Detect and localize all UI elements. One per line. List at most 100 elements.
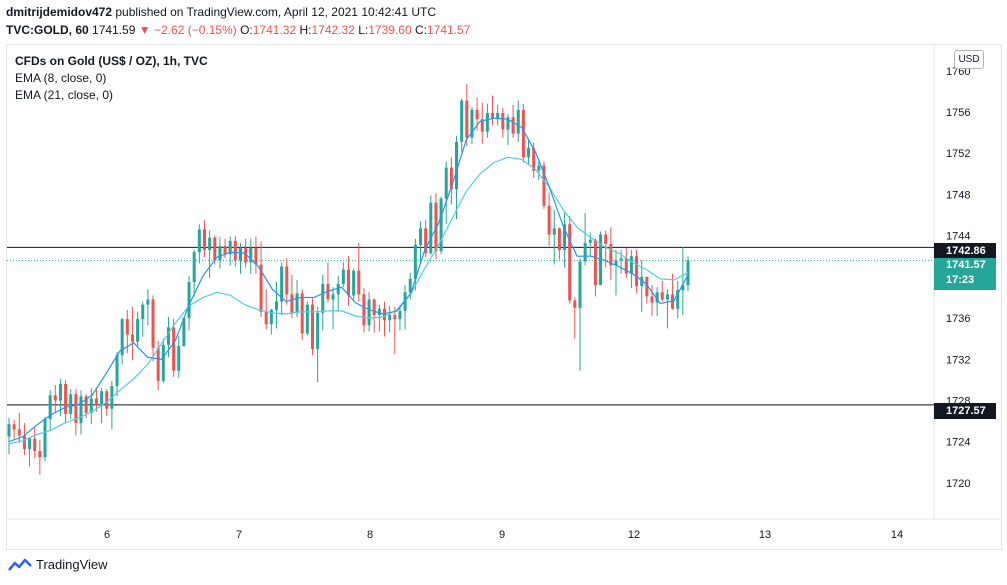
chart-frame <box>6 44 1002 550</box>
candle-body <box>310 304 314 349</box>
candle-body <box>532 148 536 171</box>
candle-body <box>336 284 340 295</box>
candle-body <box>650 296 654 303</box>
candle-body <box>557 228 561 251</box>
candle-body <box>475 109 479 120</box>
published-text: published on TradingView.com, April 12, … <box>115 5 437 19</box>
candle-body <box>269 309 273 325</box>
candle-body <box>244 247 248 263</box>
candle-body <box>429 202 433 254</box>
candle-body <box>341 269 345 285</box>
candle-body <box>58 384 62 401</box>
candle-body <box>552 228 556 235</box>
candle-body <box>640 276 644 287</box>
author-name[interactable]: dmitrijdemidov472 <box>6 5 113 19</box>
price-change: −2.62 (−0.15%) <box>154 23 237 37</box>
candle-body <box>604 234 608 244</box>
candle-body <box>64 384 68 414</box>
footer-brand[interactable]: TradingView <box>8 557 108 572</box>
candle-body <box>362 294 366 326</box>
candle-body <box>259 264 263 312</box>
candle-body <box>501 113 505 130</box>
legend-title[interactable]: CFDs on Gold (US$ / OZ), 1h, TVC <box>15 54 208 68</box>
candle-body <box>645 276 649 297</box>
candle-body <box>228 240 232 255</box>
candle-body <box>439 198 443 252</box>
candle-body <box>635 256 639 287</box>
open-value: 1741.32 <box>252 23 297 37</box>
candle-body <box>357 270 361 295</box>
time-axis: 6 7 8 9 12 13 14 <box>104 529 903 541</box>
legend-ema21[interactable]: EMA (21, close, 0) <box>15 88 114 102</box>
candle-body <box>419 228 423 245</box>
candle-body <box>316 312 320 349</box>
brand-name: TradingView <box>36 557 108 572</box>
candles <box>7 84 690 475</box>
candle-body <box>7 424 11 437</box>
candle-body <box>146 299 150 305</box>
candle-body <box>79 396 83 424</box>
open-label: O: <box>240 23 253 37</box>
candle-body <box>197 229 201 253</box>
ema-lines <box>8 117 689 445</box>
candle-body <box>588 239 592 243</box>
symbol-interval: TVC:GOLD, 60 <box>6 23 89 37</box>
candle-body <box>295 293 299 313</box>
candle-body <box>568 224 572 301</box>
candle-body <box>506 117 510 130</box>
candle-body <box>599 234 603 286</box>
candle-body <box>84 396 88 413</box>
candle-body <box>136 319 140 342</box>
last-price-tag: 1741.57 17:23 <box>934 258 996 290</box>
candle-body <box>12 424 16 430</box>
x-tick-label: 7 <box>236 529 242 541</box>
candle-body <box>187 282 191 319</box>
hline-lower-tag: 1727.57 <box>934 403 996 419</box>
candle-body <box>655 292 659 303</box>
candle-body <box>516 109 520 134</box>
candle-body <box>285 266 289 295</box>
ema8-line <box>8 117 689 443</box>
candle-body <box>542 165 546 206</box>
candle-body <box>470 109 474 138</box>
candle-body <box>624 258 628 274</box>
candle-body <box>593 239 597 286</box>
chart-legend: CFDs on Gold (US$ / OZ), 1h, TVC EMA (8,… <box>15 53 208 104</box>
candle-body <box>491 113 495 120</box>
candle-body <box>238 247 242 261</box>
y-tick-label: 1736 <box>946 313 970 325</box>
candle-body <box>388 314 392 321</box>
y-tick-label: 1732 <box>946 354 970 366</box>
x-tick-label: 8 <box>367 529 373 541</box>
ohlc-line: TVC:GOLD, 60 1741.59 ▼ −2.62 (−0.15%) O:… <box>6 23 470 37</box>
candle-body <box>33 438 37 451</box>
candle-body <box>156 347 160 381</box>
currency-button[interactable]: USD <box>954 50 984 69</box>
candle-body <box>172 327 176 371</box>
candle-body <box>53 395 57 401</box>
current-price: 1741.59 <box>92 23 136 37</box>
ema21-line <box>8 156 689 445</box>
candle-body <box>665 294 669 300</box>
candle-body <box>578 261 582 308</box>
candle-body <box>125 319 129 335</box>
low-label: L: <box>358 23 369 37</box>
candle-body <box>511 117 515 134</box>
candle-body <box>496 113 500 120</box>
candle-body <box>372 299 376 315</box>
candle-body <box>352 270 356 296</box>
candle-body <box>182 318 186 346</box>
candle-body <box>208 237 212 251</box>
candle-body <box>331 294 335 300</box>
candle-body <box>609 243 613 266</box>
candle-body <box>48 395 52 420</box>
legend-ema8[interactable]: EMA (8, close, 0) <box>15 71 107 85</box>
candle-body <box>218 245 222 261</box>
close-value: 1741.57 <box>426 23 471 37</box>
candle-body <box>629 256 633 274</box>
y-tick-label: 1756 <box>946 107 970 119</box>
x-tick-label: 12 <box>628 529 640 541</box>
candle-body <box>321 284 325 313</box>
x-tick-label: 14 <box>891 529 903 541</box>
